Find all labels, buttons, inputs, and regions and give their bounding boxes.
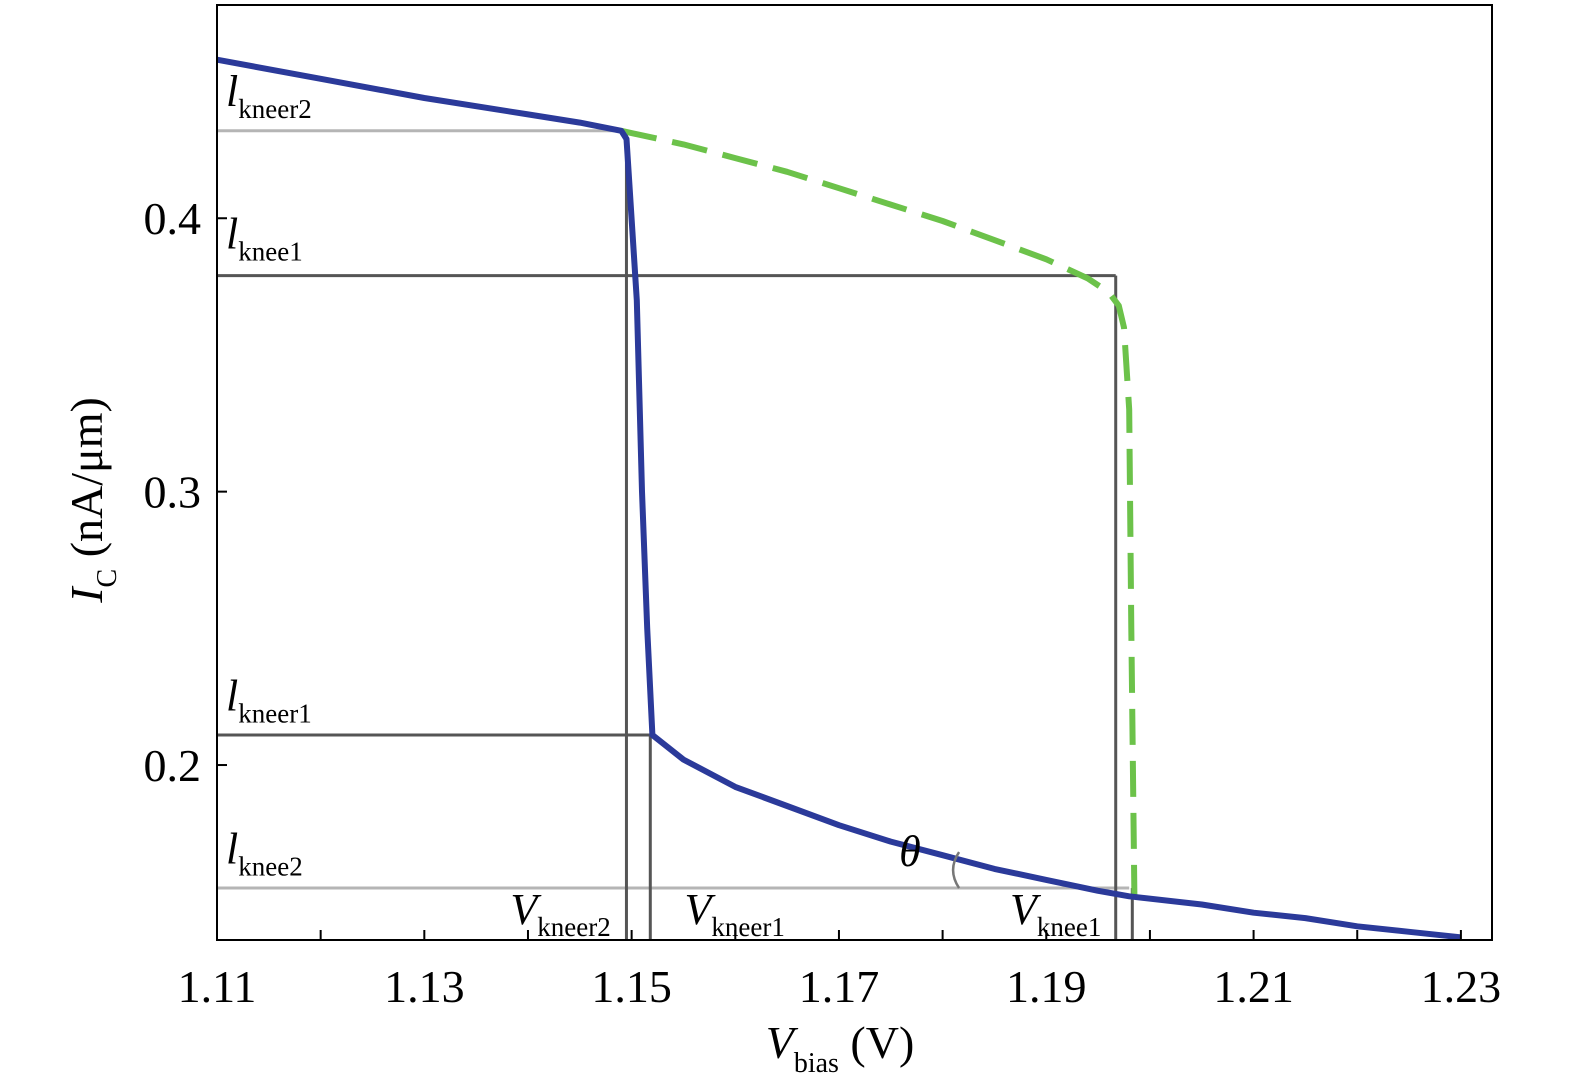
y-tick-label: 0.3 xyxy=(144,467,202,518)
annotation-main: V xyxy=(685,885,717,934)
guide-lines xyxy=(217,129,1134,940)
current-annotation: lkneer2 xyxy=(226,67,312,124)
series-line-solid xyxy=(216,56,1462,941)
current-annotation: lkneer1 xyxy=(226,671,312,728)
voltage-annotation: Vkneer2 xyxy=(510,885,610,942)
x-tick-label: 1.19 xyxy=(1006,961,1087,1012)
annotation-sub: kneer1 xyxy=(238,698,311,728)
x-tick-label: 1.11 xyxy=(178,961,257,1012)
voltage-annotation: Vkneer1 xyxy=(685,885,785,942)
y-tick-label: 0.2 xyxy=(144,740,202,791)
annotation-main: V xyxy=(510,885,542,934)
x-tick-label: 1.15 xyxy=(591,961,672,1012)
x-tick-label: 1.21 xyxy=(1213,961,1294,1012)
current-annotation: lknee1 xyxy=(226,209,303,266)
annotation-sub: knee1 xyxy=(1037,912,1101,942)
annotation-sub: kneer1 xyxy=(711,912,784,942)
current-annotation: lknee2 xyxy=(226,824,303,881)
theta-arc xyxy=(951,851,961,889)
annotation-main: l xyxy=(226,671,238,720)
axis-ticks: 1.11 1.13 1.15 1.17 1.19 1.21 1.23 0.2 0.3 0.4 xyxy=(144,193,1502,1012)
x-axis-label-sub: bias xyxy=(794,1048,839,1079)
annotation-main: V xyxy=(1010,885,1042,934)
y-axis-label-unit: (nA/μm) xyxy=(61,397,112,569)
annotation-main: l xyxy=(226,824,238,873)
voltage-annotation: Vknee1 xyxy=(1010,885,1101,942)
annotation-sub: kneer2 xyxy=(238,94,311,124)
plot-frame xyxy=(216,4,1493,941)
y-axis-label-sub: C xyxy=(92,569,123,588)
x-axis-label-unit: (V) xyxy=(839,1017,914,1068)
x-axis-label-main: V xyxy=(766,1017,799,1068)
x-tick-label: 1.13 xyxy=(384,961,465,1012)
y-axis-label: IC (nA/μm) xyxy=(61,397,123,604)
annotation-main: l xyxy=(226,209,238,258)
x-axis-label: Vbias (V) xyxy=(766,1017,915,1079)
annotation-sub: kneer2 xyxy=(537,912,610,942)
annotation-sub: knee1 xyxy=(238,236,302,266)
y-tick-label: 0.4 xyxy=(144,193,202,244)
series-group xyxy=(216,56,1462,941)
annotation-sub: knee2 xyxy=(238,851,302,881)
theta-annotation: θ xyxy=(899,827,921,876)
annotation-main: l xyxy=(226,67,238,116)
x-tick-label: 1.17 xyxy=(799,961,880,1012)
y-axis-label-main: I xyxy=(61,585,112,604)
series-line-dashed xyxy=(620,127,1138,897)
x-tick-label: 1.23 xyxy=(1421,961,1502,1012)
